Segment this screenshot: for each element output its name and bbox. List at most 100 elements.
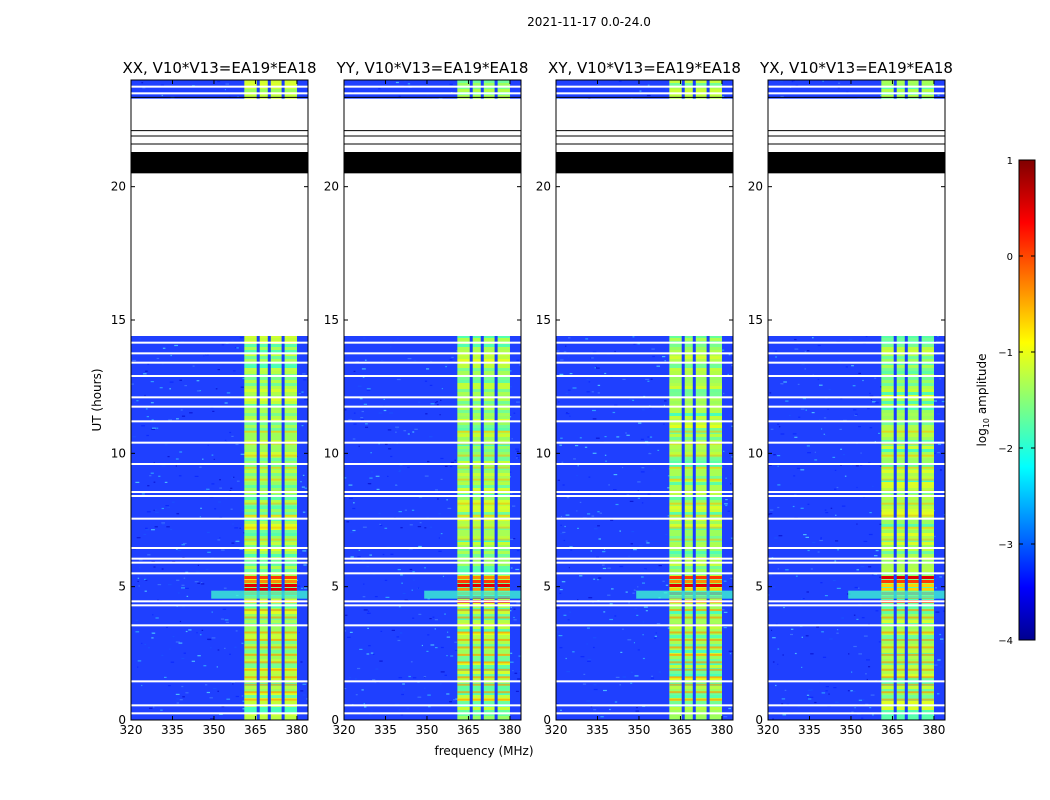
flagged-row bbox=[131, 624, 308, 627]
noise-speck bbox=[221, 549, 225, 551]
noise-speck bbox=[591, 515, 595, 517]
noise-speck bbox=[567, 619, 570, 621]
noise-speck bbox=[182, 379, 185, 381]
colorbar: 10−1−2−3−4 log10 amplitude bbox=[975, 156, 1036, 647]
noise-speck bbox=[564, 510, 567, 512]
noise-speck bbox=[440, 399, 442, 401]
noise-speck bbox=[640, 471, 645, 473]
noise-speck bbox=[593, 688, 598, 691]
noise-speck bbox=[365, 423, 368, 425]
noise-speck bbox=[424, 527, 427, 529]
x-tick-label: 320 bbox=[120, 723, 143, 737]
noise-speck bbox=[399, 469, 402, 471]
noise-speck bbox=[723, 580, 727, 582]
noise-speck bbox=[365, 426, 369, 428]
noise-speck bbox=[637, 481, 641, 483]
noise-speck bbox=[172, 561, 176, 563]
noise-speck bbox=[216, 666, 218, 668]
interference-strip bbox=[424, 590, 521, 599]
noise-speck bbox=[155, 617, 159, 619]
noise-speck bbox=[301, 391, 304, 393]
flagged-row bbox=[131, 441, 308, 444]
noise-speck bbox=[579, 437, 582, 439]
y-tick-label: 5 bbox=[543, 580, 551, 594]
noise-speck bbox=[231, 542, 235, 544]
noise-speck bbox=[151, 419, 154, 421]
noise-speck bbox=[211, 637, 216, 639]
noise-speck bbox=[520, 599, 521, 601]
noise-speck bbox=[599, 512, 602, 514]
noise-speck bbox=[587, 660, 591, 662]
noise-speck bbox=[723, 378, 726, 380]
flagged-row bbox=[344, 561, 521, 564]
noise-speck bbox=[860, 565, 865, 568]
noise-speck bbox=[157, 584, 162, 586]
noise-speck bbox=[387, 429, 392, 431]
noise-speck bbox=[177, 592, 180, 594]
noise-speck bbox=[144, 578, 147, 580]
noise-speck bbox=[219, 713, 223, 715]
noise-speck bbox=[198, 631, 200, 633]
channel-gap bbox=[706, 80, 710, 720]
noise-speck bbox=[801, 636, 803, 638]
noise-speck bbox=[167, 456, 170, 458]
noise-speck bbox=[444, 364, 449, 366]
channel-gap bbox=[256, 80, 260, 720]
noise-speck bbox=[560, 524, 562, 526]
noise-speck bbox=[823, 417, 827, 419]
x-tick-label: 350 bbox=[628, 723, 651, 737]
noise-speck bbox=[235, 630, 238, 632]
noise-speck bbox=[398, 511, 402, 513]
noise-speck bbox=[419, 522, 422, 524]
noise-speck bbox=[348, 484, 353, 486]
noise-speck bbox=[566, 671, 571, 673]
noise-speck bbox=[593, 709, 597, 711]
noise-speck bbox=[664, 360, 666, 362]
x-tick-label: 335 bbox=[798, 723, 821, 737]
noise-speck bbox=[366, 388, 371, 390]
noise-speck bbox=[161, 522, 165, 524]
noise-speck bbox=[628, 398, 633, 401]
noise-speck bbox=[590, 706, 593, 708]
noise-speck bbox=[202, 458, 204, 460]
flagged-row bbox=[131, 712, 308, 715]
noise-speck bbox=[800, 469, 805, 471]
noise-speck bbox=[777, 465, 779, 467]
noise-speck bbox=[625, 432, 627, 434]
noise-speck bbox=[440, 533, 443, 535]
noise-speck bbox=[412, 431, 415, 433]
noise-speck bbox=[646, 705, 650, 707]
flagged-row bbox=[768, 600, 945, 603]
noise-speck bbox=[577, 465, 579, 467]
noise-speck bbox=[594, 528, 598, 530]
noise-speck bbox=[646, 444, 650, 446]
noise-speck bbox=[141, 642, 143, 644]
noise-speck bbox=[637, 649, 640, 651]
noise-speck bbox=[400, 527, 403, 529]
noise-speck bbox=[612, 411, 616, 414]
x-tick-label: 335 bbox=[161, 723, 184, 737]
noise-speck bbox=[650, 677, 654, 679]
noise-speck bbox=[188, 629, 192, 631]
noise-speck bbox=[161, 507, 164, 510]
noise-speck bbox=[879, 465, 882, 467]
noise-speck bbox=[630, 543, 633, 545]
flagged-row bbox=[344, 517, 521, 520]
noise-speck bbox=[145, 579, 148, 581]
noise-speck bbox=[440, 646, 444, 649]
noise-speck bbox=[820, 538, 822, 540]
noise-speck bbox=[230, 487, 233, 489]
noise-speck bbox=[435, 489, 438, 491]
noise-speck bbox=[368, 714, 372, 716]
noise-speck bbox=[176, 579, 180, 581]
y-tick-label: 0 bbox=[331, 713, 339, 727]
noise-speck bbox=[138, 559, 143, 561]
noise-speck bbox=[363, 403, 367, 405]
flagged-row bbox=[556, 517, 733, 520]
noise-speck bbox=[303, 379, 307, 381]
noise-speck bbox=[579, 575, 583, 577]
noise-speck bbox=[411, 589, 413, 591]
noise-speck bbox=[396, 378, 401, 381]
noise-speck bbox=[224, 439, 227, 441]
